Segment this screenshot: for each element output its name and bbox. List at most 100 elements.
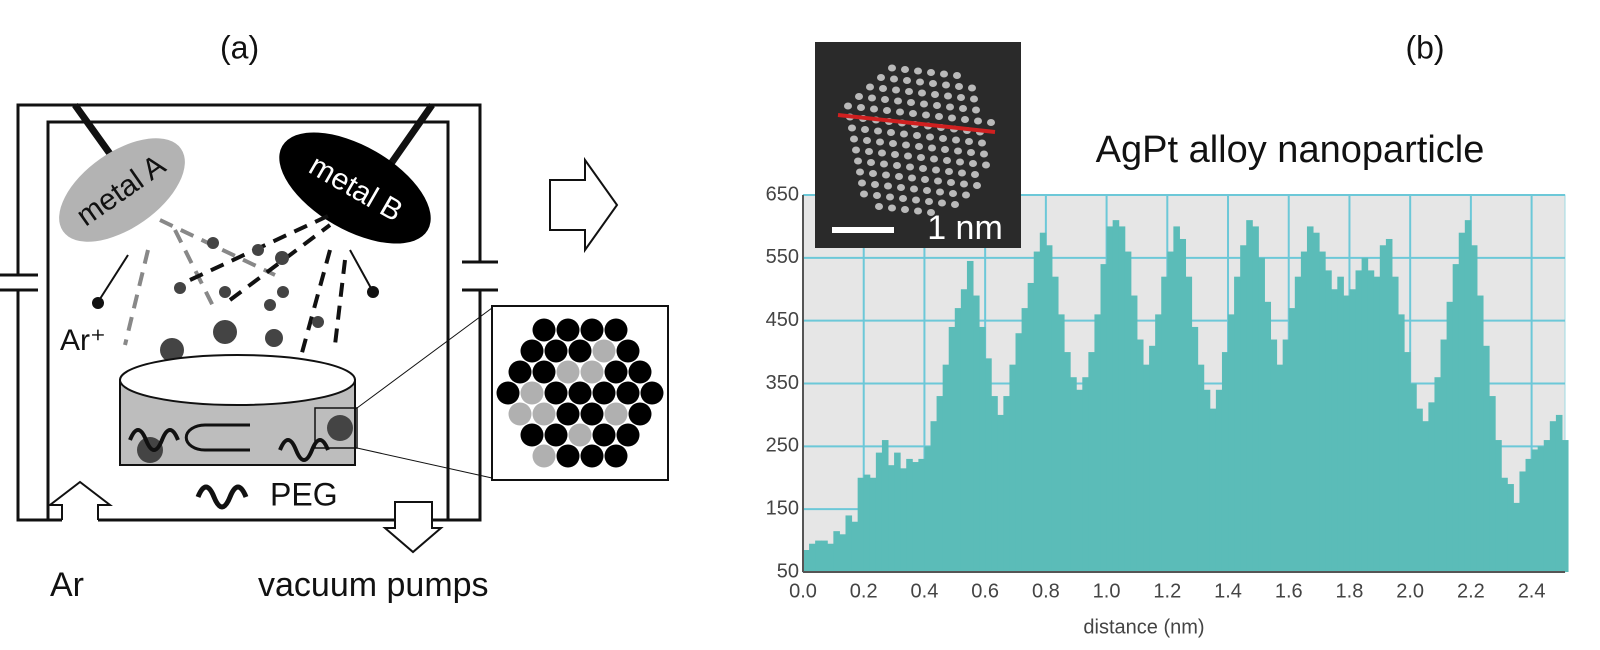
- profile-bar: [1076, 389, 1083, 572]
- lattice-spot: [877, 74, 885, 81]
- profile-bar: [1416, 408, 1423, 572]
- profile-bar: [1221, 352, 1229, 572]
- atom: [532, 318, 556, 342]
- profile-bar: [1203, 389, 1211, 572]
- atom: [496, 381, 520, 405]
- atom: [532, 360, 556, 384]
- lattice-spot: [971, 171, 979, 178]
- profile-bar: [1300, 251, 1308, 573]
- profile-bar: [1045, 245, 1053, 572]
- lattice-spot: [927, 209, 935, 216]
- lattice-spot: [871, 181, 879, 188]
- atom: [580, 318, 604, 342]
- profile-bar: [1446, 301, 1454, 572]
- profile-bar: [1033, 251, 1041, 573]
- y-tick-label: 50: [777, 560, 799, 582]
- atom: [604, 318, 628, 342]
- profile-bar: [1379, 245, 1387, 572]
- lattice-spot: [888, 204, 896, 212]
- lattice-spot: [969, 160, 977, 167]
- profile-bar: [863, 474, 871, 572]
- profile-bar: [1319, 251, 1326, 573]
- lattice-spot: [956, 158, 964, 166]
- lattice-spot: [903, 77, 911, 84]
- lattice-spot: [982, 161, 990, 169]
- atom: [544, 381, 568, 405]
- lattice-spot: [942, 81, 950, 89]
- profile-bar: [997, 414, 1004, 572]
- profile-bar: [979, 326, 986, 572]
- atom: [592, 339, 616, 363]
- lattice-spot: [900, 130, 908, 138]
- profile-bar: [1179, 238, 1187, 572]
- atom: [604, 402, 628, 426]
- peg-icon: [195, 484, 249, 510]
- profile-bar: [1337, 276, 1344, 572]
- profile-bar: [1215, 389, 1223, 572]
- lattice-spot: [868, 94, 876, 102]
- profile-bar: [1240, 245, 1247, 572]
- pumps-label: vacuum pumps: [258, 566, 489, 604]
- lattice-spot: [848, 124, 856, 132]
- lattice-spot: [959, 105, 967, 112]
- profile-bar: [1021, 308, 1029, 572]
- lattice-spot: [931, 91, 939, 98]
- scale-bar-label: 1 nm: [927, 209, 1003, 247]
- profile-bar: [839, 534, 847, 572]
- lattice-spot: [894, 97, 902, 105]
- profile-bar: [906, 458, 913, 572]
- profile-bar: [1343, 295, 1350, 572]
- profile-bar: [1228, 314, 1235, 572]
- lattice-spot: [972, 106, 980, 114]
- profile-bar: [881, 440, 889, 572]
- profile-bar: [1367, 270, 1375, 572]
- profile-bar: [1306, 226, 1314, 572]
- lattice-spot: [923, 187, 931, 194]
- lattice-spot: [910, 185, 918, 193]
- profile-bar: [1458, 232, 1466, 572]
- profile-bar: [888, 465, 895, 572]
- x-tick-label: 0.8: [1032, 580, 1060, 602]
- profile-bar: [912, 462, 919, 572]
- lattice-spot: [912, 196, 920, 204]
- profile-bar: [875, 452, 883, 572]
- lattice-spot: [925, 198, 933, 205]
- profile-bar: [815, 540, 822, 572]
- profile-bar: [936, 396, 944, 572]
- x-axis-label: distance (nm): [1083, 616, 1204, 638]
- profile-bar: [991, 396, 998, 572]
- y-tick-label: 250: [766, 435, 799, 457]
- lattice-spot: [955, 83, 963, 90]
- y-tick-label: 350: [766, 372, 799, 394]
- nanoparticle-cluster: [496, 318, 664, 468]
- lattice-spot: [922, 111, 930, 119]
- lattice-spot: [943, 157, 951, 164]
- lattice-spot: [892, 86, 900, 94]
- profile-bar: [1495, 440, 1502, 572]
- profile-bar: [973, 295, 980, 572]
- gas-arrow: [47, 480, 113, 520]
- profile-bar: [1173, 226, 1180, 572]
- lattice-spot: [901, 66, 909, 73]
- panel-b-label: (b): [1405, 29, 1444, 65]
- profile-bar: [1161, 276, 1168, 572]
- lattice-spot: [932, 166, 940, 174]
- profile-bar: [821, 540, 828, 572]
- profile-bar: [1476, 295, 1484, 572]
- lattice-spot: [935, 113, 943, 120]
- x-tick-label: 2.0: [1396, 580, 1424, 602]
- lattice-spot: [920, 100, 928, 108]
- lattice-spot: [895, 173, 903, 180]
- lattice-spot: [889, 140, 897, 147]
- lattice-spot: [958, 169, 966, 177]
- lattice-spot: [934, 177, 942, 185]
- atom: [556, 444, 580, 468]
- atom: [520, 381, 544, 405]
- lattice-spot: [940, 70, 948, 78]
- profile-bar: [1136, 339, 1144, 572]
- lattice-spot: [902, 141, 910, 149]
- lattice-spot: [914, 67, 922, 75]
- lattice-spot: [907, 99, 915, 106]
- substrate: [119, 307, 493, 479]
- target-a: [59, 138, 185, 242]
